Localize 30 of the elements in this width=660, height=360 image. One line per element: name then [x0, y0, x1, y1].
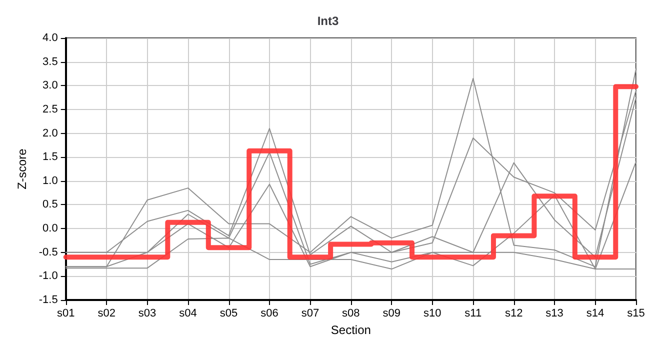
y-tick-label: 3.0	[42, 80, 58, 92]
x-tick-label: s02	[98, 308, 116, 320]
x-tick-label: s01	[56, 308, 75, 320]
x-tick-label: s13	[546, 308, 564, 320]
x-tick-label: s11	[464, 308, 482, 320]
x-tick-label: s06	[260, 308, 278, 320]
y-tick-label: 1.0	[42, 174, 58, 187]
y-tick-label: 2.0	[42, 127, 58, 140]
y-tick-label: 3.5	[42, 56, 58, 68]
y-tick-label: 1.5	[42, 151, 58, 164]
x-tick-label: s10	[424, 308, 442, 320]
x-tick-label: s03	[138, 308, 156, 320]
x-axis-title: Section	[330, 323, 371, 337]
x-tick-label: s05	[220, 308, 238, 320]
y-tick-label: -1.0	[38, 270, 58, 282]
y-tick-label: -1.5	[38, 294, 58, 306]
y-axis-title: Z-score	[15, 148, 29, 190]
x-tick-label: s15	[627, 308, 645, 320]
x-tick-label: s04	[179, 308, 197, 320]
y-tick-label: 2.5	[42, 103, 58, 116]
x-tick-label: s12	[504, 308, 523, 320]
x-tick-label: s09	[382, 308, 401, 320]
y-tick-label: 4.0	[42, 32, 58, 44]
x-tick-label: s08	[342, 308, 360, 320]
chart-title: Int3	[317, 14, 339, 28]
y-tick-label: -0.5	[38, 246, 58, 258]
x-tick-label: s14	[586, 308, 604, 320]
y-tick-label: 0.0	[42, 222, 58, 235]
x-tick-label: s07	[301, 308, 320, 320]
y-tick-label: 0.5	[42, 198, 58, 211]
